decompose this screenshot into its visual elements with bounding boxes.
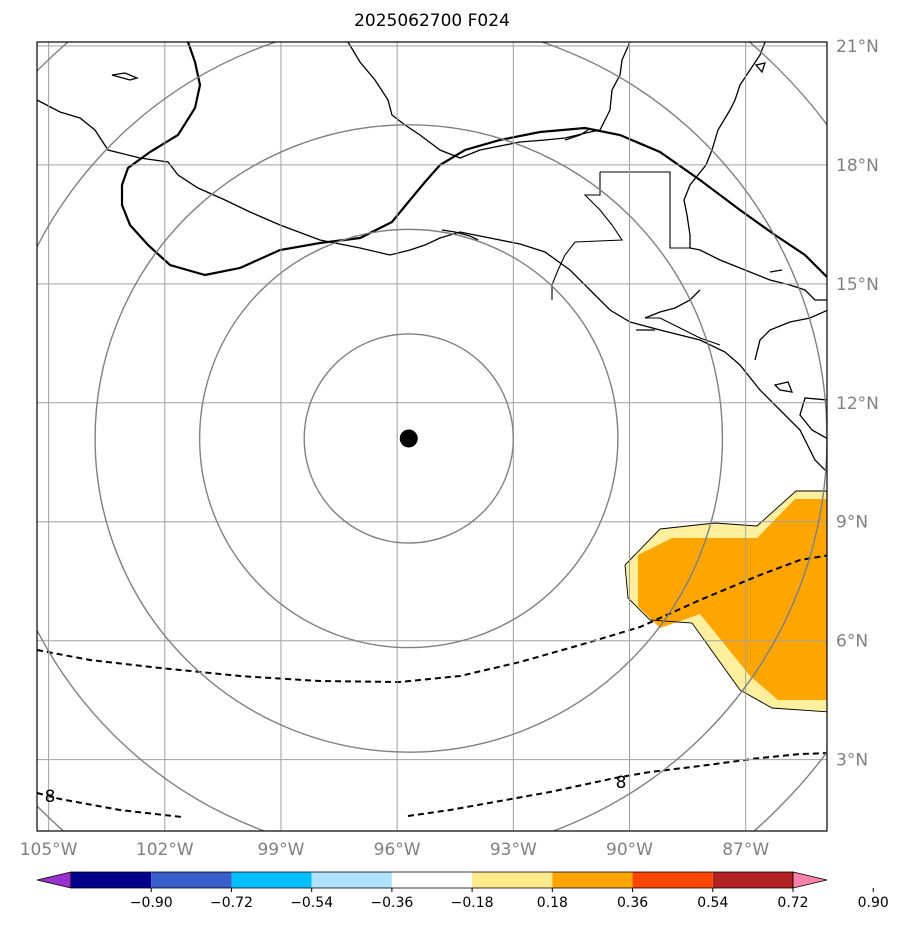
- map-title: 2025062700 F024: [354, 11, 510, 31]
- colorbar-segment: [71, 872, 152, 888]
- colorbar-tick-label: 0.54: [697, 895, 728, 911]
- colorbar-extend-low: [36, 871, 72, 889]
- latitude-tick-label: 9°N: [836, 513, 868, 533]
- colorbar-tick-label: −0.36: [370, 895, 413, 911]
- latitude-tick-label: 6°N: [836, 632, 868, 652]
- latitude-tick-label: 21°N: [836, 37, 879, 57]
- longitude-tick-labels: 105°W 102°W 99°W 96°W 93°W 90°W 87°W: [20, 840, 770, 860]
- latitude-tick-label: 18°N: [836, 156, 879, 176]
- colorbar-tick-label: −0.72: [210, 895, 253, 911]
- colorbar-segment: [472, 872, 553, 888]
- colorbar-segment: [231, 872, 312, 888]
- range-ring: [303, 333, 515, 544]
- dashed-contour-line-main: [37, 554, 827, 684]
- longitude-tick-label: 96°W: [374, 840, 421, 860]
- colorbar-tick-label: −0.90: [130, 895, 173, 911]
- colorbar-segment: [552, 872, 633, 888]
- solid-contour-line: [120, 42, 827, 279]
- coastlines: [37, 42, 827, 473]
- latitude-tick-labels: 3°N 6°N 9°N 12°N 15°N 18°N 21°N: [836, 37, 879, 771]
- colorbar-tick-label: −0.18: [451, 895, 494, 911]
- colorbar-segment: [632, 872, 713, 888]
- colorbar-tick-label: 0.72: [777, 895, 808, 911]
- colorbar-segment: [712, 872, 793, 888]
- longitude-tick-label: 99°W: [257, 840, 304, 860]
- gridlines: [37, 42, 827, 831]
- colorbar-extend-high: [792, 871, 828, 889]
- longitude-tick-label: 102°W: [136, 840, 194, 860]
- center-point-marker: [399, 429, 418, 448]
- longitude-tick-label: 93°W: [490, 840, 537, 860]
- range-ring: [198, 228, 619, 649]
- contour-label-8-left: 8: [45, 787, 56, 807]
- anomaly-region-inner: [638, 499, 827, 700]
- colorbar-tick-label: 0.36: [617, 895, 648, 911]
- map-frame: [36, 41, 828, 832]
- latitude-tick-label: 15°N: [836, 275, 879, 295]
- colorbar-tick-label: −0.54: [290, 895, 333, 911]
- colorbar-segment: [311, 872, 392, 888]
- latitude-tick-label: 3°N: [836, 751, 868, 771]
- range-ring: [94, 124, 724, 753]
- colorbar: −0.90 −0.72 −0.54 −0.36 −0.18 0.18 0.36 0.54 0.7…: [36, 871, 889, 911]
- contour-label-8-right: 8: [616, 773, 627, 793]
- colorbar-frame: [70, 871, 794, 889]
- longitude-tick-label: 105°W: [20, 840, 78, 860]
- latitude-tick-label: 12°N: [836, 394, 879, 414]
- longitude-tick-label: 87°W: [722, 840, 769, 860]
- colorbar-segment: [391, 872, 473, 888]
- dashed-contour-line-8-left: [37, 792, 183, 818]
- colorbar-tick-label: 0.18: [537, 895, 568, 911]
- anomaly-region-outline: [624, 490, 827, 713]
- colorbar-segment: [151, 872, 232, 888]
- country-borders: [551, 171, 721, 346]
- colorbar-tick-label: 0.90: [858, 895, 889, 911]
- longitude-tick-label: 90°W: [606, 840, 653, 860]
